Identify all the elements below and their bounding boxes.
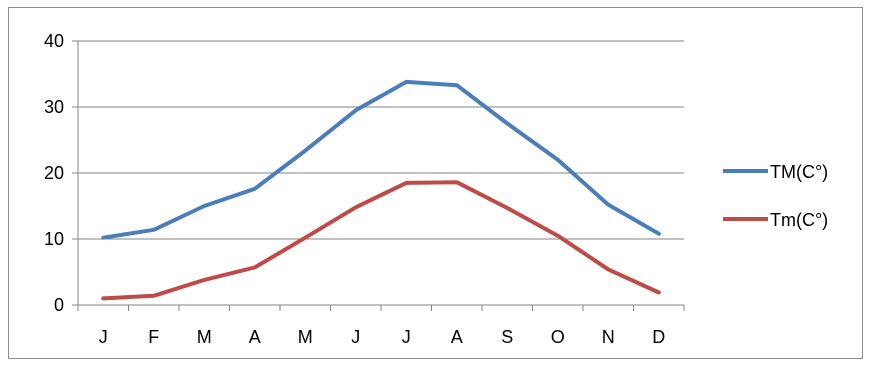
series-1 [101, 180, 661, 301]
x-tick-label: S [501, 327, 513, 347]
x-tick-label: J [402, 327, 411, 347]
y-tick-label: 20 [44, 163, 64, 183]
x-tick-label: M [197, 327, 212, 347]
x-tick-label: M [298, 327, 313, 347]
axes: 0 10 20 30 40 J F M A M J J A S O N D [44, 31, 685, 347]
x-tick-label: J [99, 327, 108, 347]
y-tick-label: 10 [44, 229, 64, 249]
x-tick-label: N [602, 327, 615, 347]
gridlines [78, 40, 684, 240]
series-lines [101, 79, 661, 301]
series-line [101, 79, 661, 240]
legend-item: TM(C°) [723, 162, 828, 182]
x-tick-label: J [351, 327, 360, 347]
legend-item: Tm(C°) [723, 210, 828, 230]
x-tick-label: F [148, 327, 159, 347]
x-tick-label: A [249, 327, 261, 347]
x-tick-label: A [451, 327, 463, 347]
series-line [101, 180, 661, 301]
x-tick-label: O [551, 327, 565, 347]
x-tick-label: D [652, 327, 665, 347]
legend-label: TM(C°) [770, 162, 828, 182]
y-tick-label: 0 [54, 295, 64, 315]
legend-label: Tm(C°) [770, 210, 828, 230]
y-tick-label: 40 [44, 31, 64, 51]
y-tick-label: 30 [44, 97, 64, 117]
legend: TM(C°) Tm(C°) [723, 162, 828, 230]
series-0 [101, 79, 661, 240]
